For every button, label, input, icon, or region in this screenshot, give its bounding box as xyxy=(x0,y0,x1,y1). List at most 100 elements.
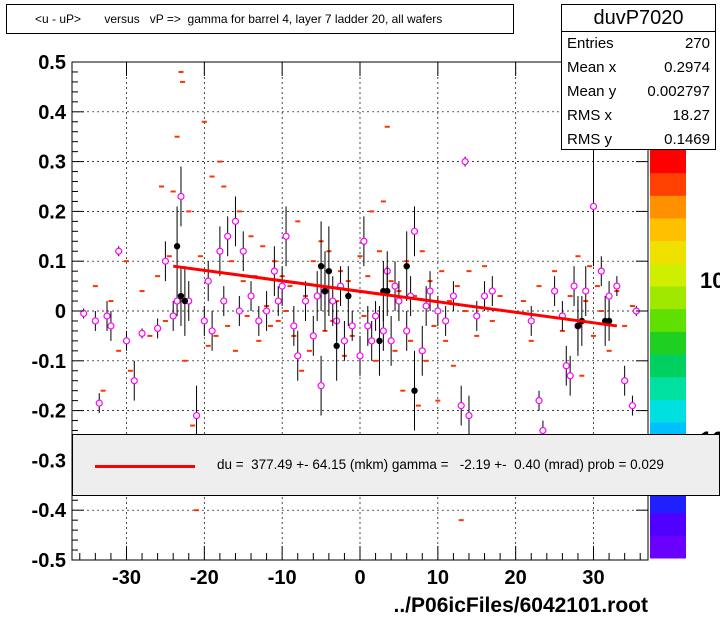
stats-label: Entries xyxy=(567,35,614,52)
stats-box: duvP7020 Entries 270 Mean x 0.2974 Mean y 0… xyxy=(561,4,716,150)
profile-marker xyxy=(442,317,450,325)
profile-marker-dark xyxy=(605,317,613,325)
profile-marker xyxy=(356,352,364,360)
y-tick-label: 0.5 xyxy=(38,52,66,74)
profile-marker xyxy=(309,332,317,340)
profile-marker xyxy=(224,232,232,240)
profile-marker xyxy=(239,247,247,255)
palette-swatch xyxy=(650,331,686,355)
profile-marker xyxy=(605,292,613,300)
stats-label: RMS y xyxy=(567,131,612,148)
legend-line-swatch xyxy=(95,465,195,468)
profile-marker xyxy=(434,307,442,315)
profile-marker-dark xyxy=(173,243,181,250)
stats-value: 0.002797 xyxy=(647,83,710,100)
profile-marker xyxy=(465,411,473,420)
fit-line xyxy=(172,264,618,328)
profile-marker-dark xyxy=(345,292,352,300)
profile-marker xyxy=(294,352,302,360)
x-tick-label: 30 xyxy=(582,567,604,589)
profile-marker xyxy=(348,322,356,330)
profile-marker xyxy=(282,232,290,240)
profile-marker xyxy=(173,297,181,305)
plot-title: <u - uP> versus vP => gamma for barrel 4… xyxy=(6,4,514,34)
stats-value: 18.27 xyxy=(672,107,710,124)
profile-points xyxy=(80,146,640,446)
profile-marker xyxy=(539,426,547,435)
profile-marker xyxy=(340,337,349,345)
profile-marker xyxy=(360,237,368,245)
profile-marker-dark xyxy=(181,297,189,305)
profile-marker xyxy=(220,297,228,305)
profile-marker xyxy=(387,337,395,345)
x-tick-label: -20 xyxy=(190,567,219,589)
legend-text: du = 377.49 +- 64.15 (mkm) gamma = -2.19… xyxy=(217,457,664,472)
stats-label: RMS x xyxy=(567,107,612,124)
profile-marker xyxy=(216,247,224,255)
profile-marker xyxy=(364,322,372,330)
profile-marker xyxy=(597,267,605,275)
profile-marker xyxy=(208,327,216,335)
profile-marker xyxy=(130,377,138,385)
palette-swatch xyxy=(650,308,686,332)
profile-marker-dark xyxy=(376,337,383,345)
profile-marker-dark xyxy=(333,342,340,350)
profile-marker xyxy=(449,292,458,300)
profile-marker xyxy=(177,192,185,201)
profile-marker xyxy=(107,322,115,330)
profile-marker xyxy=(231,217,240,225)
profile-marker xyxy=(371,312,380,320)
axes: -0.5 -0.4 -0.3 -0.2 -0.1 0 0.1 0.2 0.3 0.4 0.5 -30 -… xyxy=(32,52,648,589)
profile-marker xyxy=(426,287,434,295)
color-palette: 1010 xyxy=(650,150,720,559)
palette-swatch xyxy=(650,263,686,287)
profile-marker-dark xyxy=(574,322,582,330)
y-tick-label: 0 xyxy=(55,301,66,323)
stats-value: 0.2974 xyxy=(664,59,710,76)
stats-row-rms-y: RMS y 0.1469 xyxy=(562,128,715,152)
profile-marker xyxy=(480,292,489,300)
y-tick-label: 0.4 xyxy=(38,102,67,124)
y-tick-label: -0.3 xyxy=(32,450,66,472)
profile-marker xyxy=(255,317,263,325)
palette-swatch xyxy=(650,172,686,196)
profile-marker xyxy=(395,297,403,305)
x-tick-label: 10 xyxy=(427,567,449,589)
profile-marker xyxy=(379,327,387,335)
profile-marker xyxy=(247,292,255,300)
x-tick-label: -30 xyxy=(112,567,141,589)
palette-swatch xyxy=(650,399,686,423)
stats-row-entries: Entries 270 xyxy=(562,32,715,56)
y-tick-label: 0.1 xyxy=(38,251,66,273)
y-tick-label: -0.1 xyxy=(32,351,66,373)
profile-marker xyxy=(391,282,399,290)
profile-marker xyxy=(274,297,282,305)
profile-marker-dark xyxy=(403,262,410,270)
x-tick-label: 20 xyxy=(505,567,527,589)
y-tick-label: -0.5 xyxy=(32,550,66,572)
stats-label: Mean y xyxy=(567,83,617,100)
profile-marker xyxy=(473,312,481,320)
fit-legend: du = 377.49 +- 64.15 (mkm) gamma = -2.19… xyxy=(72,434,720,496)
profile-marker xyxy=(115,247,123,255)
profile-marker xyxy=(270,267,278,275)
profile-marker-dark xyxy=(325,267,333,275)
profile-marker xyxy=(122,337,131,345)
profile-marker xyxy=(550,287,559,295)
x-tick-label: 0 xyxy=(354,567,365,589)
profile-marker-dark xyxy=(317,262,325,270)
y-tick-label: 0.2 xyxy=(38,201,66,223)
stats-row-mean-x: Mean x 0.2974 xyxy=(562,56,715,80)
palette-swatch xyxy=(650,218,686,242)
profile-marker xyxy=(368,337,376,345)
palette-swatch xyxy=(650,512,686,536)
profile-marker xyxy=(313,292,321,300)
profile-marker xyxy=(80,309,88,318)
stats-name: duvP7020 xyxy=(562,5,715,32)
profile-marker-dark xyxy=(177,292,185,300)
y-tick-label: 0.3 xyxy=(38,152,66,174)
profile-marker xyxy=(329,297,337,305)
fit-line-segment xyxy=(172,264,618,328)
profile-marker xyxy=(204,277,212,285)
profile-marker xyxy=(621,377,629,385)
